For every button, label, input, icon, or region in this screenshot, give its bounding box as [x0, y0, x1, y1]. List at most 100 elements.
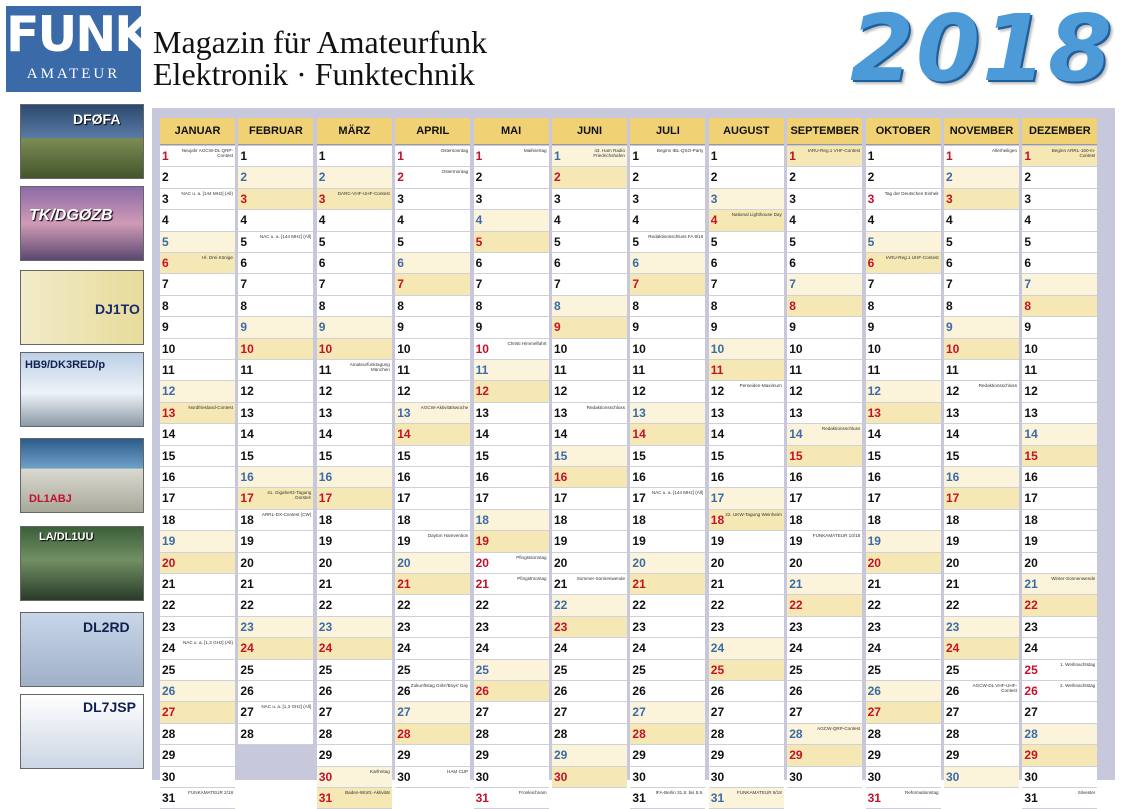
day-cell: 30: [160, 766, 235, 788]
day-number: 5: [397, 234, 404, 249]
day-cell: 3: [1022, 188, 1098, 211]
day-cell: 2: [865, 167, 941, 189]
day-number: 25: [946, 662, 960, 677]
day-number: 21: [475, 577, 489, 591]
day-cell: 5: [160, 231, 235, 253]
day-number: 24: [162, 641, 176, 656]
day-number: 19: [554, 534, 568, 549]
day-number: 1: [162, 149, 169, 163]
day-number: 8: [397, 298, 404, 313]
day-number: 8: [475, 298, 483, 313]
day-cell: 11: [708, 360, 784, 382]
day-number: 12: [1024, 384, 1038, 399]
day-cell: 9: [473, 317, 549, 339]
day-number: 22: [632, 598, 646, 613]
day-cell: 16: [944, 467, 1019, 489]
day-cell: 5 NAC u. a. [144 MHz] (All): [238, 231, 314, 253]
day-cell: 30: [787, 766, 863, 788]
day-cell: 18: [630, 509, 706, 532]
day-number: 25: [397, 662, 411, 677]
header-title-line2: Elektronik · Funktechnik: [153, 56, 475, 92]
day-cell: 6 IARU-Reg.1 UHF-Contest: [865, 253, 941, 275]
day-cell: 8: [160, 295, 235, 318]
day-number: 10: [397, 341, 411, 356]
day-cell: 23: [630, 616, 706, 639]
day-cell: 17: [865, 488, 941, 510]
day-number: 18: [789, 512, 803, 527]
day-cell: 28: [944, 723, 1019, 746]
day-number: 21: [789, 577, 803, 591]
day-cell: 20 Pfingstsonntag: [473, 552, 549, 574]
month-header: MAI: [473, 118, 549, 145]
day-cell: 4: [160, 210, 235, 232]
day-cell: 5: [316, 231, 392, 253]
day-cell: 12: [473, 381, 549, 403]
day-number: 3: [1024, 191, 1032, 206]
day-number: 27: [946, 705, 960, 720]
month-header: NOVEMBER: [944, 118, 1019, 145]
day-number: 3: [789, 191, 796, 206]
day-note: NAC u. a. [144 MHz] (All): [181, 190, 233, 196]
day-cell: 26 Zukunftstag Girls'/Boys' Day: [395, 681, 471, 703]
day-number: 9: [554, 320, 561, 335]
day-cell: 11: [1022, 360, 1098, 382]
day-cell: 20: [160, 552, 235, 574]
day-number: 13: [397, 405, 411, 420]
day-number: 16: [397, 470, 411, 484]
day-number: 4: [789, 213, 796, 228]
day-number: 16: [240, 470, 254, 484]
day-cell: 27: [630, 702, 706, 724]
day-cell: 17: [395, 488, 471, 510]
day-cell: 24: [630, 638, 706, 660]
day-note: AGCW-Aktivitätswoche: [420, 404, 469, 410]
day-number: 25: [789, 662, 803, 677]
day-number: 1: [318, 149, 326, 163]
day-number: 5: [1024, 234, 1032, 249]
day-number: 17: [318, 491, 333, 506]
day-number: 20: [318, 555, 333, 570]
day-number: 13: [946, 405, 960, 420]
day-cell: 6: [473, 253, 549, 275]
day-number: 11: [632, 363, 646, 377]
day-number: 28: [475, 726, 489, 741]
day-number: 23: [554, 619, 568, 634]
day-cell: 9: [160, 317, 235, 339]
day-cell: 17: [552, 488, 627, 510]
day-number: 8: [240, 298, 248, 313]
day-note: Zukunftstag Girls'/Boys' Day: [410, 683, 469, 688]
day-cell: 4: [395, 210, 471, 232]
day-note: AGCW-QRP-Contest: [817, 725, 861, 731]
day-cell: 24: [238, 638, 314, 660]
day-cell: 28: [1022, 723, 1098, 746]
day-cell: 24: [395, 638, 471, 660]
day-note: IARU-Reg.1 UHF-Contest: [885, 255, 939, 260]
day-number: 1: [867, 149, 875, 163]
day-cell: 7: [316, 274, 392, 296]
day-cell: 5: [708, 231, 784, 253]
day-number: 11: [867, 363, 881, 377]
day-cell: 8: [473, 295, 549, 318]
day-cell: 8: [395, 295, 471, 318]
day-number: 29: [1024, 748, 1038, 763]
day-note: Sommer-Sonnenwende: [576, 576, 625, 581]
day-number: 25: [632, 662, 646, 677]
day-number: 23: [318, 619, 333, 634]
day-number: 6: [318, 256, 326, 270]
day-cell: 31 IFA-Berlin 31.8. bis 5.9.: [630, 788, 706, 809]
day-cell: 19: [630, 531, 706, 553]
day-cell: 24 NAC u. a. [1,3 GHz] (All): [160, 638, 235, 660]
day-number: 13: [240, 405, 254, 420]
day-number: 12: [710, 384, 725, 399]
day-number: 4: [1024, 213, 1032, 228]
month-header: JUNI: [552, 118, 627, 145]
day-note: IARU-Reg.1 VHF-Contest: [807, 148, 861, 153]
day-cell: 4: [1022, 210, 1098, 232]
day-cell: 22: [316, 595, 392, 617]
day-number: 21: [710, 577, 725, 591]
day-cell: 6: [944, 253, 1019, 275]
day-number: 22: [240, 598, 254, 613]
month-column-juli: JULI 1 Beginn IBL-QSO-Party 2 3 4 5 Redaktionss…: [630, 118, 706, 809]
day-cell: 21: [395, 574, 471, 596]
day-cell: 26: [160, 681, 235, 703]
day-number: 28: [554, 726, 568, 741]
